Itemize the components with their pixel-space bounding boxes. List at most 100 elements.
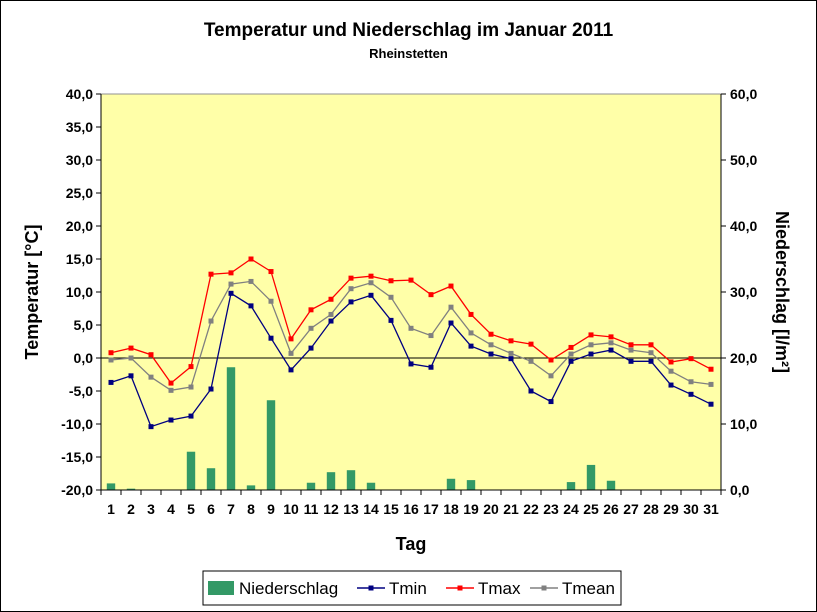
point-tmin bbox=[368, 292, 374, 298]
legend-label-niederschlag: Niederschlag bbox=[239, 579, 338, 598]
x-tick-label: 2 bbox=[127, 501, 135, 517]
point-tmean bbox=[648, 350, 654, 356]
point-tmax bbox=[608, 334, 614, 340]
x-tick-label: 11 bbox=[304, 501, 319, 517]
y-right-tick-label: 40,0 bbox=[730, 218, 757, 234]
y-left-tick-label: 25,0 bbox=[66, 185, 93, 201]
point-tmax bbox=[328, 296, 334, 302]
precipitation-bars bbox=[106, 367, 616, 490]
point-tmean bbox=[568, 351, 574, 357]
point-tmin bbox=[548, 399, 554, 405]
point-tmean bbox=[228, 281, 234, 287]
point-tmax bbox=[308, 307, 314, 313]
point-tmean bbox=[708, 381, 714, 387]
y-left-tick-label: 10,0 bbox=[66, 284, 93, 300]
legend-marker-tmin bbox=[368, 585, 374, 591]
point-tmin bbox=[228, 290, 234, 296]
point-tmin bbox=[208, 386, 214, 392]
point-tmax bbox=[648, 342, 654, 348]
x-tick-label: 16 bbox=[403, 501, 419, 517]
bar-niederschlag bbox=[266, 400, 276, 490]
x-tick-label: 7 bbox=[227, 501, 235, 517]
point-tmin bbox=[468, 343, 474, 349]
point-tmax bbox=[488, 331, 494, 337]
x-tick-label: 10 bbox=[283, 501, 299, 517]
x-tick-label: 23 bbox=[543, 501, 559, 517]
point-tmax bbox=[528, 341, 534, 347]
point-tmean bbox=[328, 311, 334, 317]
y-right-tick-label: 10,0 bbox=[730, 416, 757, 432]
point-tmax bbox=[588, 332, 594, 338]
x-tick-label: 26 bbox=[603, 501, 619, 517]
y-axis-label-left: Temperatur [°C] bbox=[22, 225, 42, 360]
point-tmax bbox=[628, 342, 634, 348]
point-tmax bbox=[128, 345, 134, 351]
x-tick-label: 22 bbox=[523, 501, 539, 517]
point-tmax bbox=[568, 344, 574, 350]
point-tmin bbox=[428, 364, 434, 370]
x-tick-label: 8 bbox=[247, 501, 255, 517]
point-tmean bbox=[128, 355, 134, 361]
temperature-lines bbox=[108, 256, 714, 430]
point-tmean bbox=[368, 280, 374, 286]
legend-label-tmin: Tmin bbox=[389, 579, 427, 598]
point-tmean bbox=[208, 318, 214, 324]
point-tmin bbox=[188, 413, 194, 419]
point-tmin bbox=[328, 318, 334, 324]
x-tick-label: 3 bbox=[147, 501, 155, 517]
x-tick-label: 19 bbox=[463, 501, 479, 517]
x-tick-label: 1 bbox=[107, 501, 115, 517]
point-tmean bbox=[148, 374, 154, 380]
x-tick-label: 13 bbox=[343, 501, 359, 517]
point-tmin bbox=[108, 379, 114, 385]
x-tick-label: 14 bbox=[363, 501, 379, 517]
point-tmax bbox=[248, 256, 254, 262]
bar-niederschlag bbox=[326, 472, 336, 490]
point-tmin bbox=[508, 356, 514, 362]
x-tick-label: 27 bbox=[623, 501, 639, 517]
legend-label-tmean: Tmean bbox=[562, 579, 615, 598]
legend-swatch-niederschlag bbox=[208, 581, 234, 595]
point-tmin bbox=[648, 358, 654, 364]
point-tmean bbox=[408, 325, 414, 331]
point-tmean bbox=[668, 368, 674, 374]
y-right-tick-label: 50,0 bbox=[730, 152, 757, 168]
point-tmean bbox=[428, 333, 434, 339]
y-left-tick-label: 15,0 bbox=[66, 251, 93, 267]
point-tmean bbox=[508, 350, 514, 356]
point-tmean bbox=[528, 358, 534, 364]
legend-label-tmax: Tmax bbox=[478, 579, 521, 598]
point-tmax bbox=[268, 269, 274, 275]
point-tmax bbox=[108, 350, 114, 356]
point-tmin bbox=[128, 373, 134, 379]
point-tmax bbox=[168, 380, 174, 386]
point-tmin bbox=[568, 358, 574, 364]
x-tick-label: 21 bbox=[503, 501, 519, 517]
x-tick-label: 6 bbox=[207, 501, 215, 517]
point-tmin bbox=[688, 391, 694, 397]
point-tmin bbox=[708, 401, 714, 407]
point-tmax bbox=[368, 273, 374, 279]
bar-niederschlag bbox=[126, 488, 136, 490]
point-tmin bbox=[408, 361, 414, 367]
chart-subtitle: Rheinstetten bbox=[369, 46, 448, 61]
y-left-tick-label: 5,0 bbox=[74, 317, 94, 333]
point-tmax bbox=[408, 277, 414, 283]
chart-title: Temperatur und Niederschlag im Januar 20… bbox=[203, 20, 614, 41]
point-tmean bbox=[548, 373, 554, 379]
point-tmean bbox=[188, 384, 194, 390]
point-tmax bbox=[508, 338, 514, 344]
y-left-tick-label: -5,0 bbox=[69, 383, 93, 399]
point-tmean bbox=[588, 342, 594, 348]
bar-niederschlag bbox=[366, 482, 376, 490]
point-tmean bbox=[348, 286, 354, 292]
x-tick-label: 28 bbox=[643, 501, 659, 517]
point-tmax bbox=[348, 275, 354, 281]
x-tick-label: 18 bbox=[443, 501, 459, 517]
point-tmean bbox=[248, 278, 254, 284]
point-tmean bbox=[448, 304, 454, 310]
x-tick-label: 29 bbox=[663, 501, 679, 517]
point-tmax bbox=[468, 311, 474, 317]
point-tmean bbox=[168, 387, 174, 393]
